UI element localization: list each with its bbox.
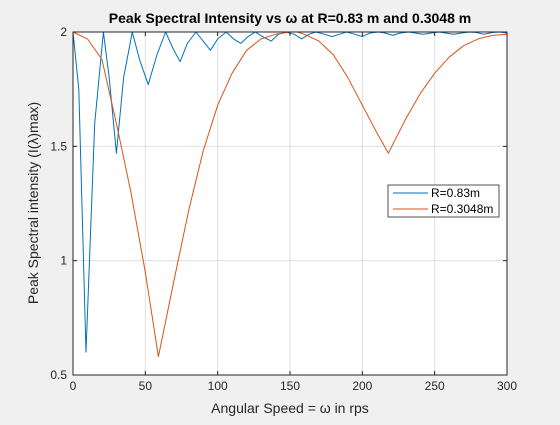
ticks: 0 50 100 150 200 250 300 0.5 1 1.5 2 (50, 25, 517, 393)
legend-box (387, 184, 500, 218)
x-tick-label: 300 (497, 379, 517, 393)
legend-label-r03048: R=0.3048m (431, 202, 493, 216)
y-tick-label: 1 (60, 254, 67, 268)
x-tick-label: 50 (139, 379, 153, 393)
x-tick-label: 200 (352, 379, 372, 393)
y-axis-label: Peak Spectral intensity (I(λ)max) (25, 102, 41, 304)
x-tick-label: 0 (70, 379, 77, 393)
y-tick-label: 2 (60, 25, 67, 39)
chart-title: Peak Spectral Intensity vs ω at R=0.83 m… (109, 10, 471, 26)
x-tick-label: 250 (425, 379, 445, 393)
x-tick-label: 100 (208, 379, 228, 393)
legend[interactable]: R=0.83m R=0.3048m (387, 184, 500, 218)
y-tick-label: 0.5 (50, 368, 67, 382)
legend-label-r083: R=0.83m (431, 186, 480, 200)
y-tick-label: 1.5 (50, 139, 67, 153)
x-axis-label: Angular Speed = ω in rps (211, 400, 369, 416)
x-tick-label: 150 (280, 379, 300, 393)
